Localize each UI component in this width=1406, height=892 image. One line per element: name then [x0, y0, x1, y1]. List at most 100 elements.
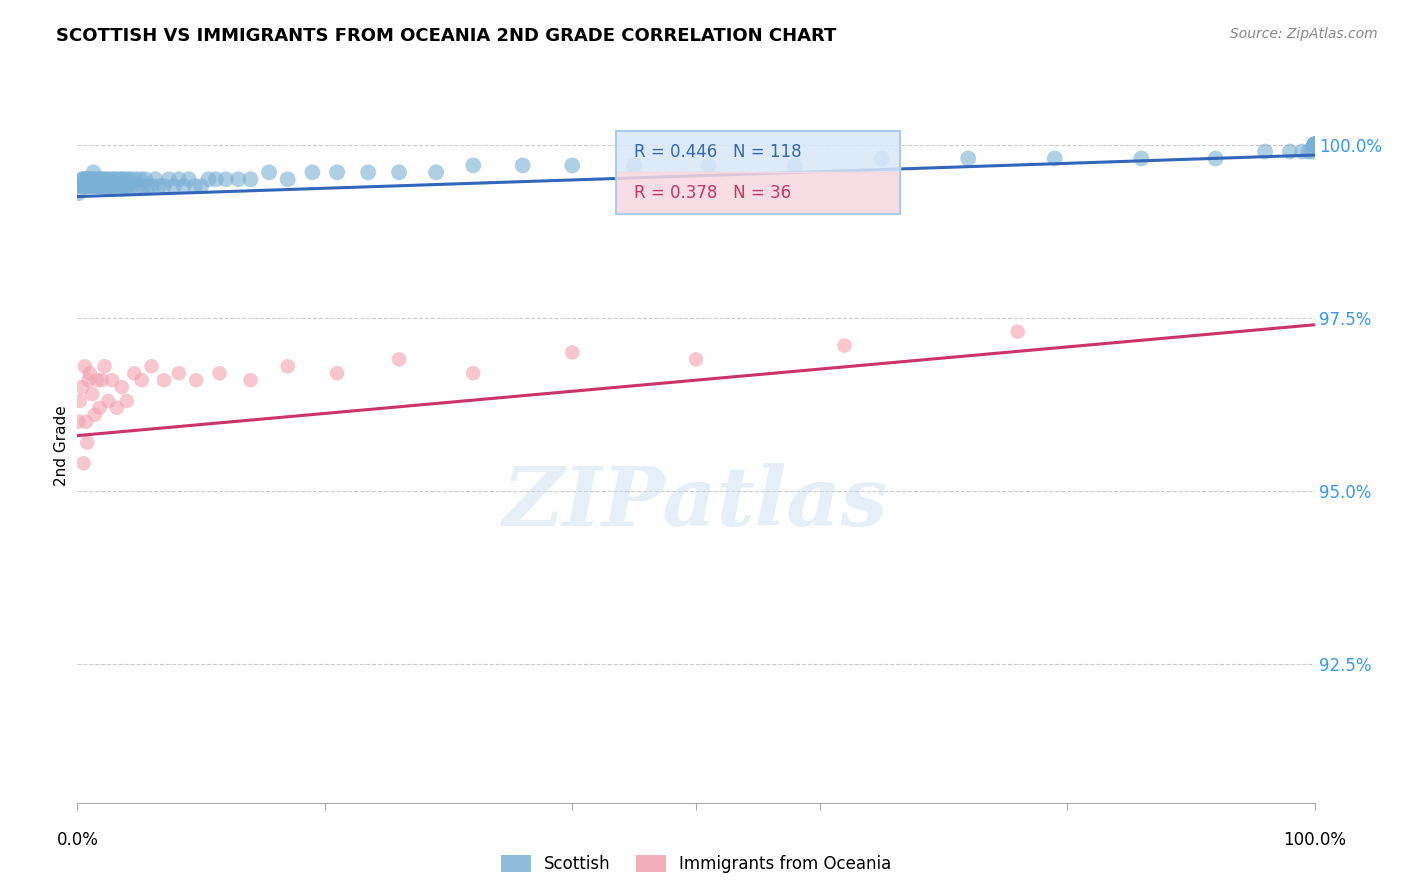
Point: [173, 179, 195, 194]
Point: [957, 152, 980, 166]
Point: [277, 172, 299, 186]
Point: [93, 172, 115, 186]
Point: [1303, 137, 1326, 152]
Point: [79, 179, 101, 194]
Point: [783, 158, 806, 172]
Point: [131, 373, 153, 387]
Point: [184, 179, 207, 194]
Point: [108, 179, 131, 194]
Point: [561, 345, 583, 359]
Point: [157, 172, 180, 186]
Point: [425, 165, 447, 179]
Point: [73, 179, 96, 194]
Point: [118, 179, 141, 194]
Text: R = 0.378   N = 36: R = 0.378 N = 36: [634, 184, 792, 202]
Point: [141, 359, 163, 374]
Point: [257, 165, 280, 179]
Point: [110, 172, 132, 186]
Point: [105, 401, 128, 415]
Point: [103, 172, 125, 186]
Point: [105, 172, 128, 186]
Point: [870, 152, 893, 166]
Point: [72, 172, 94, 186]
Point: [357, 165, 380, 179]
Point: [143, 172, 166, 186]
Point: [129, 172, 152, 186]
Point: [136, 179, 159, 194]
Point: [103, 172, 125, 186]
Point: [122, 366, 145, 380]
Point: [111, 380, 134, 394]
Text: R = 0.446   N = 118: R = 0.446 N = 118: [634, 143, 801, 161]
Point: [77, 373, 100, 387]
Point: [120, 172, 142, 186]
Point: [1007, 325, 1029, 339]
Point: [134, 172, 156, 186]
Point: [112, 179, 135, 194]
Point: [1130, 152, 1153, 166]
Point: [76, 179, 98, 194]
Point: [91, 172, 114, 186]
Point: [1303, 137, 1326, 152]
Point: [1303, 137, 1326, 152]
Point: [163, 179, 186, 194]
Point: [1303, 137, 1326, 152]
Point: [101, 373, 124, 387]
Point: [190, 179, 212, 194]
Point: [1303, 137, 1326, 152]
Point: [1301, 145, 1323, 159]
Point: [1303, 137, 1326, 152]
Point: [1303, 137, 1326, 152]
Point: [132, 179, 155, 194]
Point: [94, 179, 117, 194]
Y-axis label: 2nd Grade: 2nd Grade: [53, 406, 69, 486]
Point: [67, 415, 90, 429]
Point: [1303, 137, 1326, 152]
Point: [72, 172, 94, 186]
Point: [72, 179, 94, 194]
Point: [205, 172, 228, 186]
Point: [226, 172, 249, 186]
Point: [301, 165, 323, 179]
Point: [141, 179, 163, 194]
Point: [1303, 137, 1326, 152]
Point: [83, 179, 105, 194]
Point: [70, 179, 93, 194]
Point: [79, 172, 101, 186]
Bar: [616, 131, 900, 214]
Point: [76, 435, 98, 450]
Point: [148, 179, 170, 194]
Point: [208, 366, 231, 380]
Text: 100.0%: 100.0%: [1284, 830, 1346, 848]
Point: [77, 179, 100, 194]
Point: [623, 158, 645, 172]
Point: [82, 165, 104, 179]
Point: [93, 359, 115, 374]
Point: [72, 456, 94, 470]
Point: [1303, 137, 1326, 152]
Point: [1303, 137, 1326, 152]
Point: [388, 165, 411, 179]
Point: [1205, 152, 1227, 166]
Point: [86, 373, 108, 387]
Point: [91, 179, 114, 194]
Point: [76, 172, 98, 186]
Point: [100, 179, 122, 194]
Point: [97, 179, 120, 194]
Point: [1291, 145, 1313, 159]
Point: [167, 172, 190, 186]
Point: [86, 179, 108, 194]
Text: SCOTTISH VS IMMIGRANTS FROM OCEANIA 2ND GRADE CORRELATION CHART: SCOTTISH VS IMMIGRANTS FROM OCEANIA 2ND …: [56, 27, 837, 45]
Point: [114, 179, 136, 194]
Point: [326, 165, 349, 179]
Point: [561, 158, 583, 172]
Point: [79, 366, 101, 380]
Point: [1303, 137, 1326, 152]
Point: [153, 179, 176, 194]
Point: [73, 172, 96, 186]
Point: [90, 172, 112, 186]
Point: [111, 172, 134, 186]
Point: [1303, 137, 1326, 152]
Point: [82, 179, 104, 194]
Point: [1303, 137, 1326, 152]
